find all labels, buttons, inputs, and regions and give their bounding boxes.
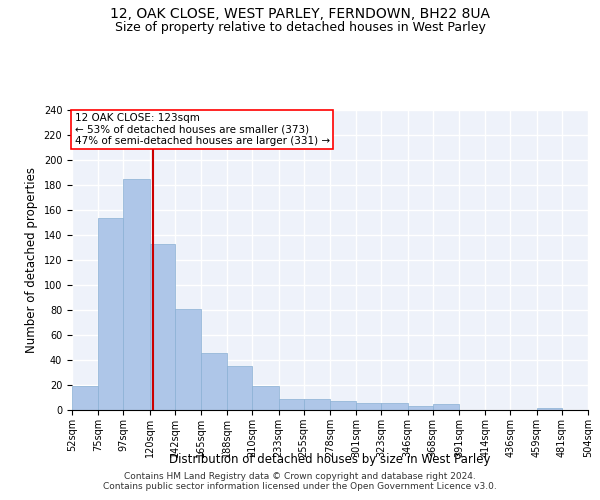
Bar — [330, 401, 356, 410]
Bar — [227, 366, 253, 410]
Text: 12, OAK CLOSE, WEST PARLEY, FERNDOWN, BH22 8UA: 12, OAK CLOSE, WEST PARLEY, FERNDOWN, BH… — [110, 8, 490, 22]
Bar — [98, 218, 124, 410]
Bar — [382, 402, 407, 410]
Text: Distribution of detached houses by size in West Parley: Distribution of detached houses by size … — [169, 452, 491, 466]
Bar — [253, 386, 278, 410]
Bar — [356, 402, 382, 410]
Bar — [536, 408, 562, 410]
Text: 12 OAK CLOSE: 123sqm
← 53% of detached houses are smaller (373)
47% of semi-deta: 12 OAK CLOSE: 123sqm ← 53% of detached h… — [74, 113, 330, 146]
Bar — [124, 179, 149, 410]
Bar — [278, 399, 304, 410]
Bar — [201, 352, 227, 410]
Bar — [149, 244, 175, 410]
Bar — [304, 399, 330, 410]
Bar — [407, 406, 433, 410]
Bar — [72, 386, 98, 410]
Text: Size of property relative to detached houses in West Parley: Size of property relative to detached ho… — [115, 21, 485, 34]
Bar — [175, 308, 201, 410]
Bar — [433, 404, 459, 410]
Text: Contains public sector information licensed under the Open Government Licence v3: Contains public sector information licen… — [103, 482, 497, 491]
Y-axis label: Number of detached properties: Number of detached properties — [25, 167, 38, 353]
Text: Contains HM Land Registry data © Crown copyright and database right 2024.: Contains HM Land Registry data © Crown c… — [124, 472, 476, 481]
